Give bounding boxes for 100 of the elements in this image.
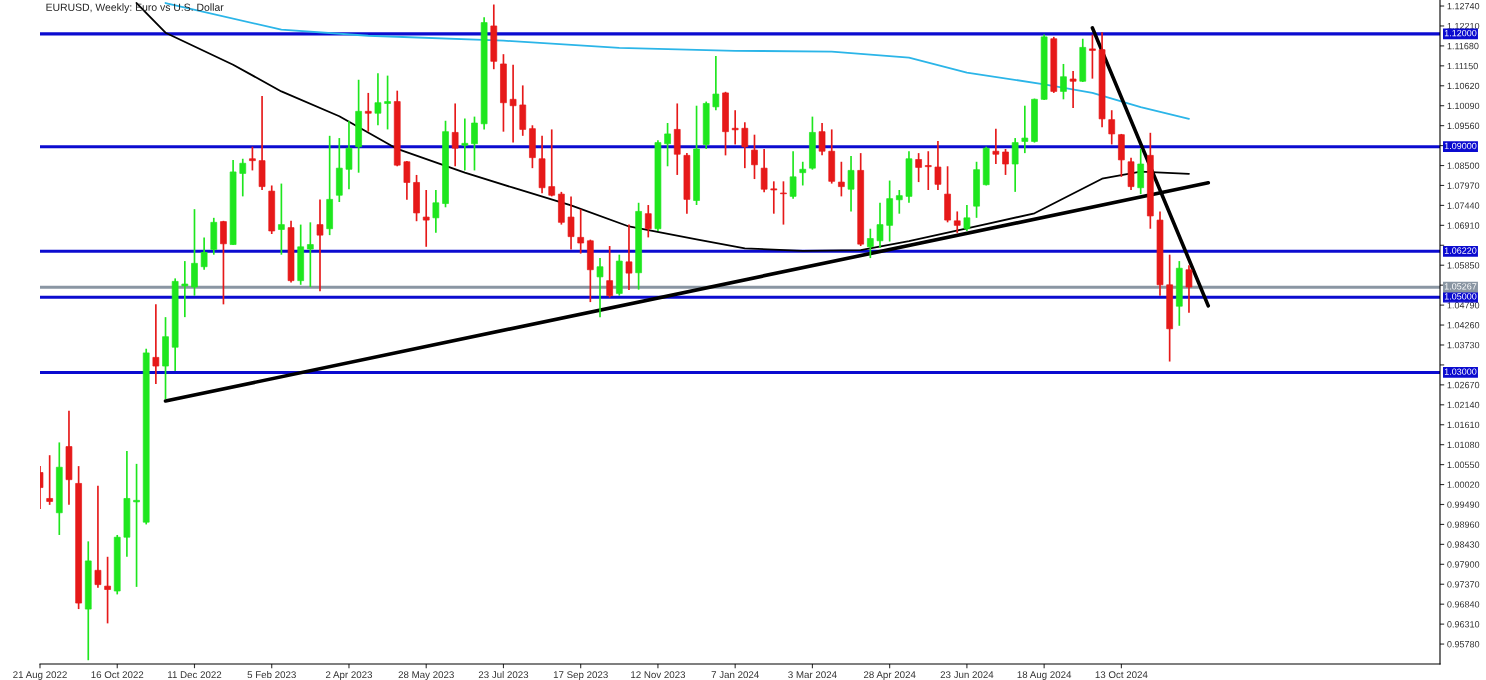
candlestick [364,92,372,133]
ref-line-label: 1.12000 [1444,29,1477,37]
y-tick-label: 1.11150 [1447,62,1478,70]
candlestick [239,157,247,198]
candlestick [577,208,585,255]
ref-line-label: 1.09000 [1444,142,1477,150]
candlestick [1011,137,1019,193]
x-tick-label: 17 Sep 2023 [553,671,608,680]
candlestick [760,148,768,194]
x-tick-label: 21 Aug 2022 [13,671,67,680]
y-tick-label: 1.12740 [1447,2,1480,10]
candlestick [181,260,189,318]
candlestick [278,182,285,256]
x-tick-label: 7 Jan 2024 [711,671,759,679]
candlestick [1108,109,1116,146]
candlestick [712,55,720,112]
y-tick-label: 0.95780 [1447,641,1480,648]
candlestick [596,257,604,318]
y-tick-label: 0.96840 [1447,601,1480,608]
candlestick [799,160,807,187]
candlestick [838,160,845,198]
x-tick-label: 11 Dec 2022 [168,671,222,679]
candlestick [567,195,575,251]
candlestick [818,122,826,157]
candlestick [133,463,140,588]
candlestick [876,201,884,249]
candlestick [345,119,353,191]
candlestick [625,223,633,291]
y-tick-label: 1.06910 [1447,222,1480,229]
candlestick [200,236,208,271]
candlestick [403,160,411,201]
y-tick-label: 1.00550 [1447,461,1480,468]
candlestick [548,128,556,198]
y-tick-label: 1.05850 [1447,262,1480,269]
y-tick-label: 1.04260 [1447,322,1480,329]
candlestick [249,145,256,172]
candlestick [644,204,652,239]
x-tick-label: 3 Mar 2024 [788,671,837,679]
y-tick-label: 0.98430 [1447,541,1480,548]
candlestick [461,117,469,172]
x-tick-label: 16 Oct 2022 [91,671,144,679]
y-tick-label: 1.10620 [1447,82,1480,90]
candlestick [316,198,324,293]
candlestick [664,122,671,168]
candlestick [770,180,778,215]
x-tick-label: 12 Nov 2023 [631,671,686,679]
x-tick-label: 18 Aug 2024 [1017,671,1072,680]
y-tick-label: 1.09560 [1447,122,1480,130]
y-tick-label: 1.02140 [1447,401,1480,409]
candlestick [741,121,749,169]
candlestick [307,221,314,288]
candlestick [895,189,903,215]
candlestick [847,155,855,213]
y-tick-label: 0.98960 [1447,521,1480,528]
y-tick-label: 1.12210 [1447,22,1480,30]
y-tick-label: 1.01610 [1447,421,1480,429]
y-tick-label: 1.04790 [1447,302,1480,309]
candlestick [992,127,1000,165]
candlestick [220,219,227,306]
candlestick [953,210,961,234]
candlestick [606,245,613,299]
x-tick-label: 23 Jun 2024 [940,671,994,679]
ref-line-label: 1.05267 [1444,283,1477,290]
x-tick-label: 28 May 2023 [398,671,454,680]
candlestick [104,555,111,625]
ref-line-label: 1.05000 [1444,293,1477,300]
candlestick [731,109,739,146]
candlestick [963,204,971,232]
x-tick-label: 5 Feb 2023 [247,670,296,679]
candlestick [471,115,478,172]
candlestick [915,152,922,183]
y-tick-label: 0.96310 [1447,621,1480,628]
candlestick [789,150,797,200]
candlestick [432,189,440,234]
candlestick [934,140,942,191]
ref-line-label: 1.06220 [1444,247,1477,254]
y-tick-label: 1.01080 [1447,441,1480,449]
x-tick-label: 13 Oct 2024 [1095,671,1148,679]
y-tick-label: 1.11680 [1447,42,1479,50]
candlestick [924,150,932,191]
y-tick-label: 1.02670 [1447,381,1480,389]
candlestick [1137,148,1145,195]
candlestick [1069,70,1077,109]
candlestick [867,227,874,259]
y-tick-label: 1.07440 [1447,202,1480,209]
y-tick-label: 1.10090 [1447,102,1480,110]
candlestick [1060,63,1067,101]
candlestick [1021,104,1029,154]
y-tick-label: 1.07970 [1447,182,1480,189]
candlestick [422,189,430,248]
candlestick [94,484,102,589]
y-tick-label: 0.99490 [1447,501,1480,508]
x-tick-label: 28 Apr 2024 [863,671,916,680]
candlestick [46,454,53,506]
candlestick [1185,264,1193,314]
candlestick [1089,33,1096,80]
y-tick-label: 1.00020 [1447,481,1480,488]
y-tick-label: 1.03730 [1447,341,1480,349]
candlestick [384,74,391,131]
candlestick [374,72,382,127]
